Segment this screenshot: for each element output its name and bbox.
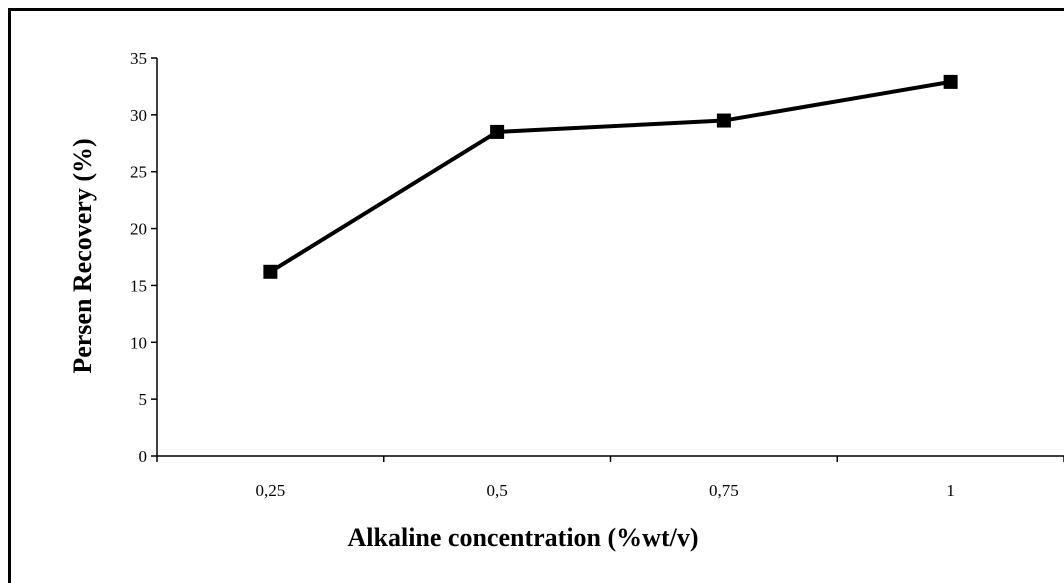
y-tick-label: 5	[139, 390, 148, 409]
x-tick-label: 0,25	[256, 481, 286, 500]
chart-frame	[8, 8, 1064, 583]
y-tick-label: 15	[130, 276, 147, 295]
y-tick-label: 0	[139, 447, 148, 466]
data-point-marker	[943, 74, 958, 89]
x-tick-label: 0,5	[487, 481, 508, 500]
x-tick-label: 1	[946, 481, 955, 500]
series-layer	[263, 74, 958, 279]
y-tick-label: 10	[130, 333, 147, 352]
data-point-marker	[263, 264, 278, 279]
y-tick-label: 35	[130, 49, 147, 68]
data-point-marker	[716, 113, 731, 128]
y-axis-title: Persen Recovery (%)	[68, 138, 97, 373]
x-tick-label: 0,75	[709, 481, 739, 500]
series-line	[269, 79, 951, 274]
x-axis-title: Alkaline concentration (%wt/v)	[348, 523, 699, 552]
y-tick-label: 30	[130, 106, 147, 125]
y-tick-label: 25	[130, 163, 147, 182]
x-axis: 0,25 0,5 0,75 1	[156, 455, 1064, 500]
y-axis: 0 5 10 15 20 25 30 35	[130, 49, 158, 466]
data-point-marker	[490, 124, 505, 139]
y-tick-label: 20	[130, 220, 147, 239]
